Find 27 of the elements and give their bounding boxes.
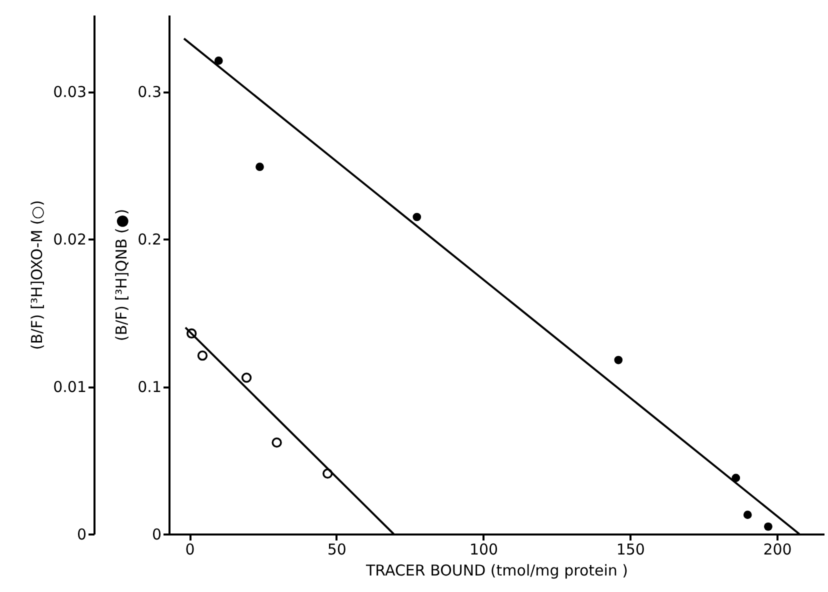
x-tick-label: 50: [327, 540, 346, 558]
point: [743, 510, 752, 520]
point: [214, 56, 223, 65]
point: [412, 212, 422, 222]
x-tick-label: 150: [616, 540, 645, 558]
y2-tick-label: 0.02: [53, 230, 86, 249]
point: [241, 372, 252, 383]
y2-tick-label: 0.01: [53, 378, 86, 396]
point: [256, 162, 264, 172]
y2-tick-label: 0.03: [53, 83, 86, 102]
y2-tick-label: 0: [76, 526, 86, 544]
y-axis-title: (B/F) [³H]QNB (●): [112, 208, 131, 342]
y-tick-label: 0.3: [138, 83, 162, 102]
y-tick-label: 0.2: [138, 230, 162, 249]
x-axis-title: TRACER BOUND (tmol/mg protein ): [364, 562, 628, 580]
y-tick-label: 0: [152, 526, 162, 544]
point: [322, 468, 333, 479]
point: [764, 522, 772, 531]
point: [272, 438, 282, 448]
point: [197, 350, 208, 361]
point: [186, 328, 197, 339]
x-tick-label: 100: [469, 540, 498, 558]
x-tick-label: 200: [763, 540, 792, 558]
point: [614, 356, 623, 364]
y2-axis-title: (B/F) [³H]OXO-M (○): [28, 200, 46, 350]
y-tick-label: 0.1: [138, 378, 162, 396]
x-tick-label: 0: [185, 540, 195, 558]
